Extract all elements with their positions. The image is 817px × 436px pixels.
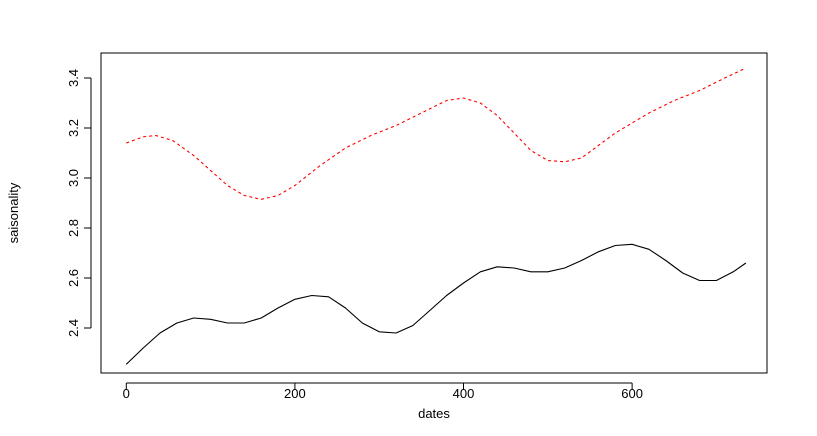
y-tick-label: 2.8 (66, 219, 81, 237)
plot-area-box (100, 52, 768, 374)
x-axis-label: dates (418, 406, 450, 421)
y-tick-label: 3.0 (66, 169, 81, 187)
series-line-2 (125, 243, 747, 365)
x-tick-label: 200 (284, 386, 306, 401)
y-tick-label: 3.4 (66, 69, 81, 87)
x-tick-label: 0 (123, 386, 130, 401)
x-tick-label: 400 (453, 386, 475, 401)
series-line-1 (126, 67, 747, 200)
x-axis: 0 200 400 600 (123, 382, 643, 401)
series-layer (125, 67, 747, 365)
y-tick-label: 3.2 (66, 119, 81, 137)
y-axis-label: saisonality (6, 182, 21, 243)
y-tick-label: 2.6 (66, 269, 81, 287)
y-tick-label: 2.4 (66, 319, 81, 337)
x-tick-label: 600 (621, 386, 643, 401)
y-axis: 2.4 2.6 2.8 3.0 3.2 3.4 (66, 69, 92, 337)
